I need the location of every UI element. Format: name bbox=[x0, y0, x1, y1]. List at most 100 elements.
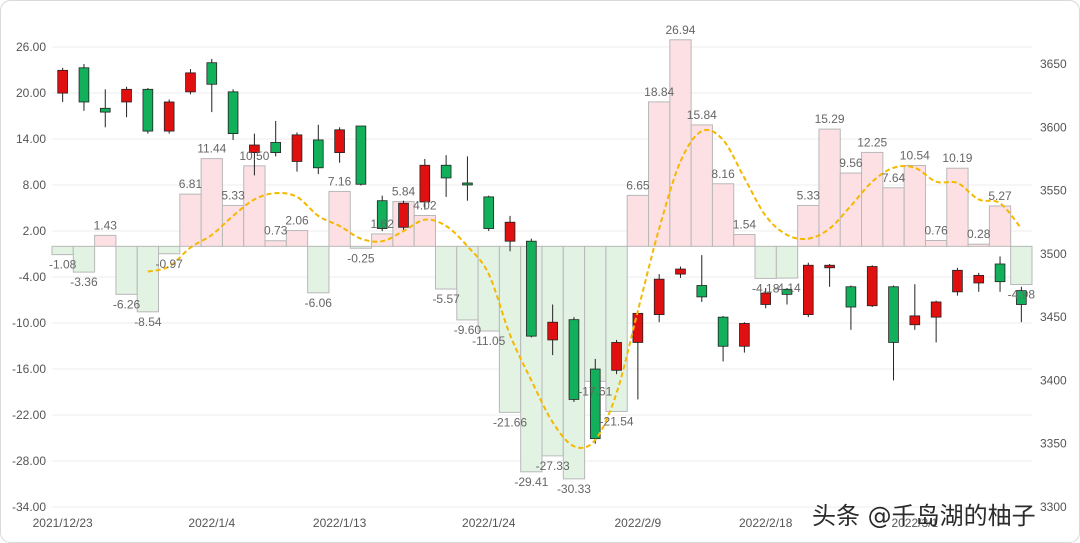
bar bbox=[221, 204, 245, 247]
bar bbox=[136, 245, 160, 313]
bar-value-labels: -1.08 -3.36 1.43 -6.26 -8.54 -0.97 6.81 11.44 5.… bbox=[49, 23, 1035, 496]
bar bbox=[1010, 245, 1033, 286]
bar-value-label: -30.33 bbox=[557, 482, 591, 496]
bar-value-label: 18.84 bbox=[644, 85, 674, 99]
candle-body bbox=[547, 321, 558, 341]
candle-body bbox=[824, 264, 835, 269]
right-axis: 3650 3600 3550 3500 3450 3400 3350 3300 bbox=[1040, 57, 1067, 514]
candle-body bbox=[78, 67, 90, 103]
bar bbox=[967, 243, 990, 247]
candle-body bbox=[504, 221, 516, 242]
candle-body bbox=[355, 125, 367, 185]
bar-value-label: 5.84 bbox=[392, 185, 416, 199]
bar-value-label: -21.54 bbox=[600, 414, 634, 428]
bar-value-label: 10.54 bbox=[900, 149, 930, 163]
bar bbox=[94, 234, 117, 247]
candle-body bbox=[781, 288, 793, 295]
bar-value-label: -9.60 bbox=[454, 323, 482, 337]
x-tick-label: 2022/2/18 bbox=[739, 516, 793, 530]
candle-body bbox=[653, 278, 665, 316]
bar-value-label: 11.44 bbox=[197, 142, 226, 156]
candle-body bbox=[376, 200, 388, 229]
candle-body bbox=[696, 285, 708, 298]
bar bbox=[243, 165, 266, 247]
bar-value-label: -21.66 bbox=[493, 415, 527, 429]
bar bbox=[477, 245, 500, 332]
candle-body bbox=[739, 323, 750, 347]
bar-value-label: 1.43 bbox=[94, 218, 118, 232]
candle-body bbox=[249, 144, 260, 153]
left-tick-label: -22.00 bbox=[12, 408, 46, 422]
bar bbox=[669, 39, 692, 247]
bar bbox=[371, 233, 394, 247]
bar-value-label: 8.16 bbox=[711, 167, 735, 181]
bar bbox=[946, 167, 969, 247]
bar bbox=[349, 245, 373, 249]
candlestick-series bbox=[57, 58, 1027, 444]
bar bbox=[988, 205, 1012, 247]
candle-body bbox=[994, 263, 1006, 283]
bar bbox=[648, 101, 671, 247]
candle-body bbox=[803, 264, 814, 316]
right-tick-label: 3500 bbox=[1040, 247, 1067, 261]
bar-value-label: -5.57 bbox=[432, 292, 460, 306]
candle-body bbox=[462, 182, 473, 186]
left-tick-label: -10.00 bbox=[12, 316, 46, 330]
bar-value-label: -4.18 bbox=[752, 281, 780, 295]
candle-body bbox=[483, 196, 495, 229]
candle-body bbox=[952, 269, 963, 293]
candle-body bbox=[291, 134, 303, 162]
bar-series bbox=[51, 39, 1033, 480]
right-tick-label: 3650 bbox=[1040, 57, 1067, 71]
bar bbox=[797, 204, 820, 247]
x-axis: 2021/12/23 2022/1/4 2022/1/13 2022/1/24 2022… bbox=[33, 516, 939, 530]
bar-value-label: -8.54 bbox=[134, 315, 162, 329]
bar bbox=[839, 172, 863, 247]
candle-body bbox=[206, 62, 218, 85]
bar-value-label: -6.26 bbox=[113, 297, 141, 311]
bar-value-label: 15.29 bbox=[815, 112, 845, 126]
bar bbox=[200, 158, 223, 247]
candle-body bbox=[973, 274, 985, 284]
right-tick-label: 3450 bbox=[1040, 310, 1067, 324]
watermark-text: 头条 @千岛湖的柚子 bbox=[812, 502, 1036, 530]
bar bbox=[924, 240, 948, 247]
bar-value-label: 10.19 bbox=[942, 151, 972, 165]
bar bbox=[775, 245, 799, 279]
candle-body bbox=[909, 315, 921, 326]
bar-value-label: 1.54 bbox=[733, 218, 757, 232]
bar-value-label: -4.98 bbox=[1008, 288, 1036, 302]
bar-value-label: 5.27 bbox=[988, 189, 1012, 203]
bar-value-label: 26.94 bbox=[665, 23, 695, 37]
bar bbox=[903, 165, 926, 247]
bar-value-label: -0.97 bbox=[155, 257, 183, 271]
x-tick-label: 2022/2/9 bbox=[615, 516, 662, 530]
bar bbox=[733, 234, 756, 247]
bar-value-label: 9.56 bbox=[839, 156, 863, 170]
bar-value-label: 5.33 bbox=[221, 188, 245, 202]
bar bbox=[285, 230, 309, 247]
candle-body bbox=[419, 164, 431, 203]
bar-value-label: 10.50 bbox=[239, 149, 269, 163]
candle-body bbox=[866, 266, 878, 307]
bar bbox=[861, 151, 884, 247]
candle-body bbox=[121, 88, 132, 103]
candle-body bbox=[675, 268, 686, 275]
bar-value-label: 12.25 bbox=[857, 135, 887, 149]
right-tick-label: 3350 bbox=[1040, 437, 1067, 451]
left-tick-label: 8.00 bbox=[23, 178, 47, 192]
left-tick-label: 2.00 bbox=[23, 224, 47, 238]
bar-value-label: -3.36 bbox=[70, 275, 98, 289]
bar bbox=[456, 245, 479, 321]
bar-value-label: -27.33 bbox=[536, 459, 570, 473]
bar bbox=[754, 245, 777, 279]
x-tick-label: 2022/3/1 bbox=[891, 516, 938, 530]
left-tick-label: -16.00 bbox=[12, 362, 46, 376]
bar bbox=[818, 128, 841, 247]
bar bbox=[179, 193, 202, 247]
left-tick-label: -28.00 bbox=[12, 454, 46, 468]
candle-body bbox=[227, 91, 239, 135]
right-tick-label: 3550 bbox=[1040, 184, 1067, 198]
bar bbox=[498, 245, 522, 413]
